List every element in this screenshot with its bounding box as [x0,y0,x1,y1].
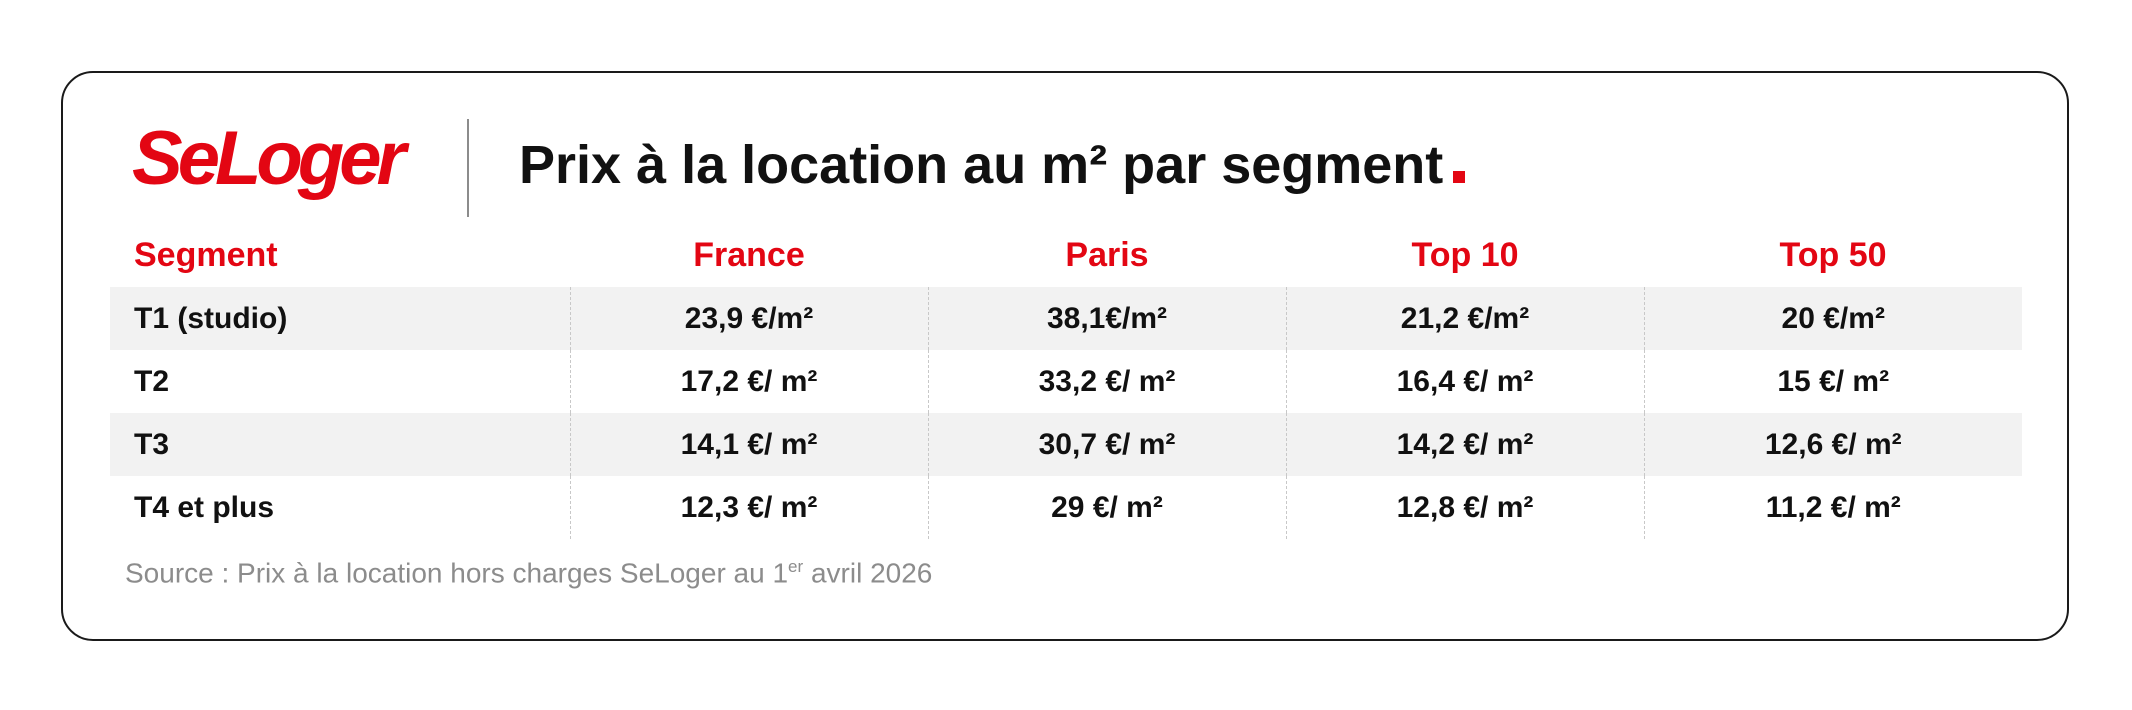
price-cell: 15 €/ m² [1643,350,2022,413]
title-text: Prix à la location au m² par segment [519,135,1444,195]
price-cell: 38,1€/m² [927,287,1286,350]
table-row: T1 (studio) 23,9 €/m² 38,1€/m² 21,2 €/m²… [110,287,2022,350]
price-table: Segment France Paris Top 10 Top 50 T1 (s… [110,223,2022,539]
source-superscript: er [788,557,804,576]
header-divider [467,119,469,217]
segment-cell: T1 (studio) [110,287,570,350]
segment-cell: T3 [110,413,570,476]
title-accent-square [1453,171,1466,183]
price-cell: 12,8 €/ m² [1285,476,1644,539]
column-header-segment: Segment [134,235,278,274]
page-title: Prix à la location au m² par segment [519,133,1466,198]
price-cell: 14,2 €/ m² [1285,413,1644,476]
price-cell: 30,7 €/ m² [927,413,1286,476]
rent-price-card: SeLoger Prix à la location au m² par seg… [61,71,2069,641]
price-cell: 20 €/m² [1643,287,2022,350]
price-cell: 29 €/ m² [927,476,1286,539]
segment-cell: T2 [134,364,170,398]
source-suffix: avril 2026 [803,557,933,589]
price-cell: 14,1 €/ m² [569,413,928,476]
price-cell: 12,6 €/ m² [1643,413,2022,476]
price-cell: 16,4 €/ m² [1285,350,1644,413]
source-note: Source : Prix à la location hors charges… [125,557,932,589]
price-cell: 33,2 €/ m² [927,350,1286,413]
price-cell: 12,3 €/ m² [569,476,928,539]
column-header-france: France [693,235,805,274]
table-header-row: Segment France Paris Top 10 Top 50 [110,223,2022,287]
price-cell: 17,2 €/ m² [569,350,928,413]
column-header-paris: Paris [1065,235,1149,274]
seloger-logo: SeLoger [132,116,406,201]
price-cell: 11,2 €/ m² [1643,476,2022,539]
source-prefix: Source : Prix à la location hors charges… [125,557,789,589]
price-cell: 21,2 €/m² [1285,287,1644,350]
column-header-top-50: Top 50 [1779,235,1887,274]
table-row: T2 17,2 €/ m² 33,2 €/ m² 16,4 €/ m² 15 €… [110,350,2022,413]
segment-cell: T4 et plus [134,490,275,524]
price-cell: 23,9 €/m² [569,287,928,350]
table-row: T4 et plus 12,3 €/ m² 29 €/ m² 12,8 €/ m… [110,476,2022,539]
table-row: T3 14,1 €/ m² 30,7 €/ m² 14,2 €/ m² 12,6… [110,413,2022,476]
column-header-top-10: Top 10 [1411,235,1519,274]
